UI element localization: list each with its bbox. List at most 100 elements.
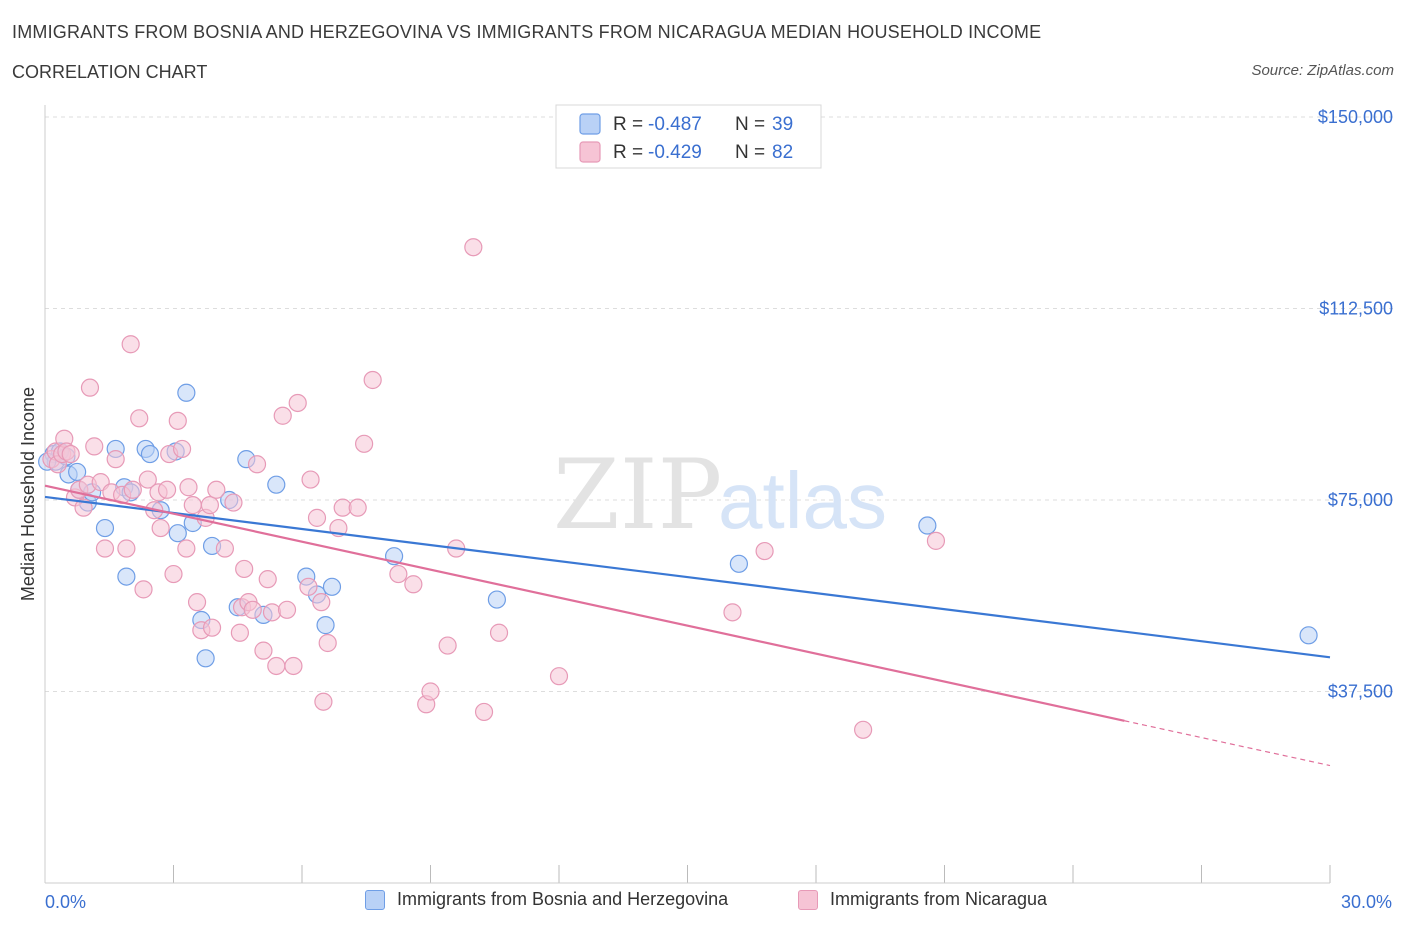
nicaragua-point (314, 692, 333, 711)
chart-subtitle: CORRELATION CHART (12, 62, 208, 82)
bosnia-point (316, 616, 335, 635)
x-tick-label: 30.0% (1341, 892, 1392, 912)
y-tick-label: $150,000 (1318, 107, 1393, 127)
bosnia-trend-line (44, 495, 1331, 659)
nicaragua-point (200, 496, 220, 515)
axes (44, 105, 1330, 884)
nicaragua-point (138, 470, 157, 489)
bosnia-point (487, 590, 506, 609)
nicaragua-point (243, 600, 262, 619)
stats-n-label-pink: N = (735, 142, 765, 163)
legend-swatch-bosnia (365, 889, 385, 910)
nicaragua-point (168, 411, 187, 430)
nicaragua-point (355, 434, 374, 453)
nicaragua-point (179, 478, 198, 497)
nicaragua-point (254, 641, 273, 660)
stats-r-value-blue: -0.487 (648, 114, 702, 135)
nicaragua-point (172, 439, 192, 459)
nicaragua-point (262, 603, 282, 622)
nicaragua-point (224, 493, 243, 512)
legend-label-nicaragua: Immigrants from Nicaragua (830, 889, 1048, 909)
tick-labels: $150,000 $112,500 $75,000 $37,500 0.0% 30.0% (45, 107, 1393, 912)
nicaragua-point (85, 437, 104, 456)
nicaragua-point (273, 406, 292, 425)
nicaragua-point (164, 564, 183, 584)
x-tick-label: 0.0% (45, 892, 86, 912)
y-axis-label: Median Household Income (18, 387, 38, 601)
nicaragua-point (117, 539, 136, 558)
watermark: ZIP atlas (553, 439, 887, 551)
nicaragua-point (187, 593, 207, 612)
nicaragua-point (121, 335, 140, 354)
y-tick-label: $75,000 (1328, 490, 1393, 510)
y-axis-label-group: Median Household Income (18, 387, 38, 601)
nicaragua-point (312, 593, 331, 612)
nicaragua-point (215, 539, 234, 558)
nicaragua-point (123, 480, 142, 499)
nicaragua-point (134, 580, 153, 599)
bosnia-point (918, 516, 937, 535)
nicaragua-point (106, 450, 125, 469)
bosnia-point (196, 649, 215, 668)
bosnia-point (95, 518, 115, 538)
nicaragua-point (74, 498, 93, 517)
nicaragua-point (207, 480, 226, 499)
nicaragua-point (157, 480, 177, 499)
nicaragua-point (307, 508, 327, 527)
bottom-legend: Immigrants from Bosnia and Herzegovina I… (0, 889, 1406, 915)
nicaragua-point (95, 539, 115, 558)
nicaragua-point (723, 603, 742, 622)
stats-n-value-blue: 39 (772, 114, 793, 135)
stats-swatch-blue (579, 113, 601, 135)
watermark-zip: ZIP (553, 439, 722, 551)
nicaragua-point (389, 564, 408, 584)
nicaragua-point (277, 600, 297, 619)
nicaragua-point (489, 623, 509, 642)
chart-title: IMMIGRANTS FROM BOSNIA AND HERZEGOVINA V… (12, 22, 1042, 42)
trend-lines (44, 484, 1331, 767)
legend-label-bosnia: Immigrants from Bosnia and Herzegovina (397, 889, 729, 909)
data-points (38, 238, 1318, 739)
watermark-atlas: atlas (718, 456, 887, 545)
source-label: Source: ZipAtlas.com (1251, 62, 1394, 79)
bosnia-point (140, 444, 160, 464)
nicaragua-point (130, 409, 149, 428)
bosnia-point (117, 567, 136, 586)
y-tick-label: $112,500 (1319, 299, 1393, 319)
nicaragua-point (258, 570, 277, 589)
nicaragua-trend-extension (1124, 720, 1331, 767)
nicaragua-point (299, 577, 318, 596)
legend-swatch-nicaragua (798, 889, 818, 910)
nicaragua-point (926, 531, 946, 550)
stats-swatch-pink (579, 141, 601, 163)
nicaragua-point (549, 667, 569, 686)
nicaragua-trend-line (44, 484, 1125, 722)
nicaragua-point (267, 656, 286, 676)
nicaragua-point (348, 498, 367, 517)
bosnia-point (267, 475, 286, 494)
nicaragua-point (755, 541, 774, 561)
stats-r-value-pink: -0.429 (648, 142, 702, 163)
nicaragua-point (284, 656, 303, 676)
nicaragua-point (235, 559, 254, 579)
nicaragua-point (438, 636, 457, 655)
bosnia-point (729, 554, 749, 573)
nicaragua-point (421, 682, 440, 701)
nicaragua-point (288, 393, 307, 413)
nicaragua-point (230, 623, 249, 642)
nicaragua-point (854, 720, 873, 739)
nicaragua-point (151, 518, 170, 538)
bosnia-point (1299, 626, 1318, 645)
bosnia-point (168, 524, 187, 543)
nicaragua-point (474, 702, 494, 722)
stats-r-label-blue: R = (613, 114, 643, 135)
nicaragua-point (318, 633, 337, 653)
nicaragua-point (363, 370, 382, 390)
bosnia-point (68, 462, 87, 482)
legend-item-bosnia: Immigrants from Bosnia and Herzegovina (365, 889, 728, 910)
stats-n-label-blue: N = (735, 114, 765, 135)
bosnia-point (322, 577, 342, 596)
y-tick-label: $37,500 (1328, 682, 1393, 702)
stats-r-label-pink: R = (613, 142, 643, 163)
